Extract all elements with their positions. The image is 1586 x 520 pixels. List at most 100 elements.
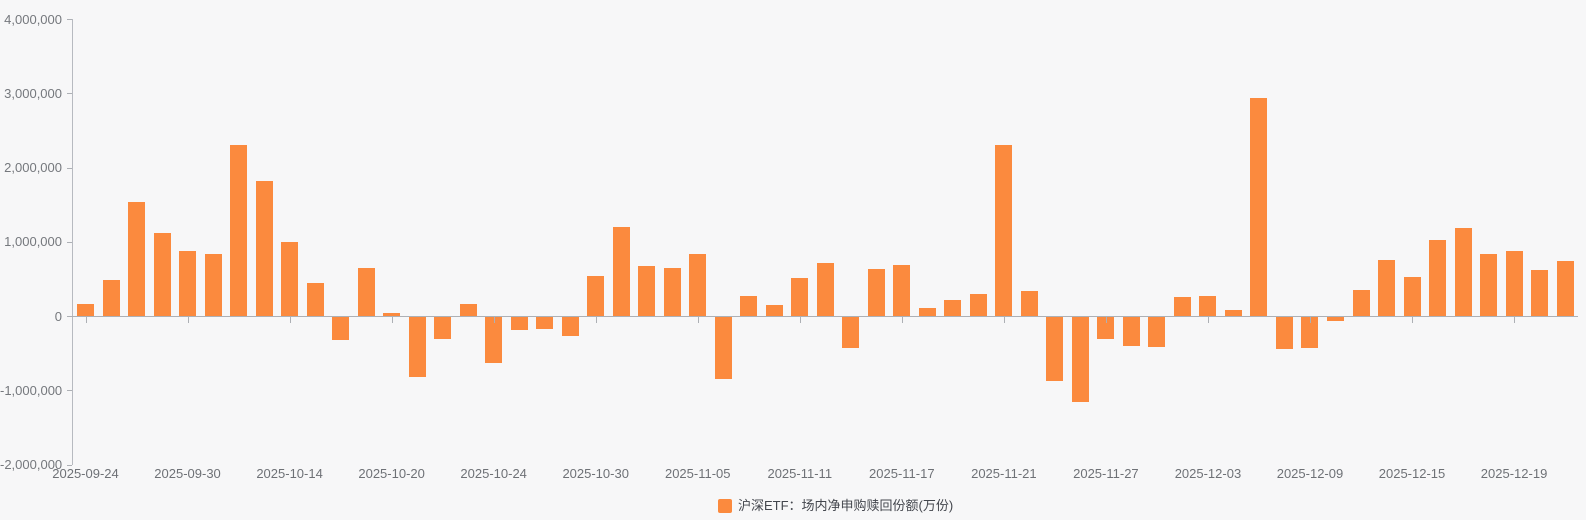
bar-2025-11-04[interactable] bbox=[663, 267, 681, 316]
legend-swatch-icon bbox=[718, 499, 732, 513]
bar-2025-12-15[interactable] bbox=[1403, 277, 1421, 316]
bar-2025-11-14[interactable] bbox=[867, 269, 885, 316]
bar-2025-10-21[interactable] bbox=[408, 317, 426, 378]
bar-2025-12-04[interactable] bbox=[1224, 310, 1242, 316]
y-axis-tick bbox=[67, 241, 72, 243]
x-axis-label: 2025-10-20 bbox=[358, 466, 425, 481]
x-axis-label: 2025-12-03 bbox=[1174, 466, 1242, 481]
bar-2025-09-25[interactable] bbox=[102, 280, 120, 316]
bar-2025-11-10[interactable] bbox=[765, 304, 783, 316]
bar-2025-12-23[interactable] bbox=[1556, 261, 1574, 316]
bar-2025-12-02[interactable] bbox=[1173, 297, 1191, 316]
x-axis-label: 2025-11-27 bbox=[1073, 466, 1139, 481]
x-axis-tick bbox=[85, 317, 87, 323]
bar-2025-11-19[interactable] bbox=[944, 300, 962, 316]
bar-2025-12-22[interactable] bbox=[1531, 269, 1549, 316]
x-axis-label: 2025-11-21 bbox=[971, 466, 1037, 481]
y-axis-label: -2,000,000 bbox=[0, 457, 63, 472]
bar-2025-11-11[interactable] bbox=[791, 277, 809, 316]
x-axis-tick bbox=[799, 317, 801, 323]
y-axis-tick bbox=[67, 316, 72, 317]
y-axis-line bbox=[72, 19, 73, 465]
x-axis-label: 2025-10-14 bbox=[256, 466, 323, 481]
bar-2025-10-14[interactable] bbox=[281, 242, 299, 316]
x-axis-label: 2025-12-09 bbox=[1276, 466, 1344, 481]
bar-2025-10-20[interactable] bbox=[383, 312, 401, 316]
bar-2025-12-19[interactable] bbox=[1505, 251, 1523, 316]
x-axis-tick bbox=[391, 317, 393, 323]
x-axis-tick bbox=[289, 317, 291, 323]
bar-2025-10-16[interactable] bbox=[332, 317, 350, 341]
x-axis-tick bbox=[1309, 317, 1311, 323]
x-axis-tick bbox=[1003, 317, 1005, 323]
bar-2025-11-21[interactable] bbox=[995, 145, 1013, 316]
bar-2025-12-05[interactable] bbox=[1250, 98, 1268, 316]
x-axis-label: 2025-12-19 bbox=[1480, 466, 1548, 481]
bar-2025-11-24[interactable] bbox=[1020, 290, 1038, 316]
y-axis-label: 1,000,000 bbox=[4, 234, 62, 250]
y-axis-tick bbox=[67, 390, 72, 392]
x-axis-tick bbox=[187, 317, 189, 323]
y-axis-label: 4,000,000 bbox=[4, 11, 62, 27]
x-axis-label: 2025-09-30 bbox=[154, 466, 221, 481]
x-axis-tick bbox=[1207, 317, 1209, 323]
legend-item[interactable]: 沪深ETF：场内净申购赎回份额(万份) bbox=[718, 498, 953, 514]
bar-2025-10-09[interactable] bbox=[204, 254, 222, 316]
x-axis-label: 2025-11-05 bbox=[664, 466, 731, 481]
bar-2025-10-23[interactable] bbox=[459, 304, 477, 316]
bar-2025-12-11[interactable] bbox=[1352, 290, 1370, 316]
bar-2025-10-15[interactable] bbox=[306, 282, 324, 316]
bar-2025-12-03[interactable] bbox=[1199, 295, 1217, 316]
bar-2025-11-20[interactable] bbox=[969, 294, 987, 316]
y-axis-label: -1,000,000 bbox=[0, 382, 63, 398]
x-axis-tick bbox=[697, 317, 699, 323]
bar-2025-09-29[interactable] bbox=[153, 232, 171, 316]
bar-2025-10-27[interactable] bbox=[510, 317, 528, 331]
bar-2025-12-16[interactable] bbox=[1429, 239, 1447, 316]
bar-2025-10-30[interactable] bbox=[587, 275, 605, 316]
legend-label: 沪深ETF：场内净申购赎回份额(万份) bbox=[738, 498, 954, 513]
bar-2025-10-29[interactable] bbox=[561, 317, 579, 336]
bar-2025-11-26[interactable] bbox=[1071, 317, 1089, 402]
y-axis-label: 3,000,000 bbox=[4, 85, 62, 101]
x-axis-label: 2025-10-30 bbox=[562, 466, 629, 481]
bar-2025-11-28[interactable] bbox=[1122, 317, 1140, 346]
y-axis-tick bbox=[67, 167, 72, 169]
x-axis-label: 2025-12-15 bbox=[1378, 466, 1446, 481]
bar-2025-10-31[interactable] bbox=[612, 226, 630, 316]
bar-2025-10-13[interactable] bbox=[255, 180, 273, 316]
x-axis-zero-line bbox=[72, 316, 1578, 317]
x-axis-label: 2025-11-17 bbox=[869, 466, 935, 481]
bar-2025-10-10[interactable] bbox=[230, 145, 248, 316]
bar-2025-12-12[interactable] bbox=[1378, 259, 1395, 316]
bar-2025-11-17[interactable] bbox=[893, 264, 911, 316]
bar-2025-11-25[interactable] bbox=[1046, 317, 1064, 381]
bar-2025-11-27[interactable] bbox=[1097, 317, 1115, 340]
bar-2025-10-24[interactable] bbox=[485, 317, 503, 364]
y-axis-label: 0 bbox=[54, 308, 62, 324]
x-axis-label: 2025-11-11 bbox=[767, 466, 833, 481]
bar-2025-09-26[interactable] bbox=[128, 202, 146, 316]
bar-2025-09-24[interactable] bbox=[77, 304, 94, 316]
bar-2025-11-03[interactable] bbox=[638, 265, 656, 316]
bar-2025-12-18[interactable] bbox=[1480, 254, 1498, 316]
bar-2025-11-18[interactable] bbox=[918, 308, 936, 316]
x-axis-tick bbox=[1514, 317, 1516, 323]
x-axis-label: 2025-09-24 bbox=[52, 466, 119, 481]
bar-2025-12-01[interactable] bbox=[1148, 317, 1166, 348]
bar-2025-12-10[interactable] bbox=[1326, 317, 1344, 322]
y-axis-tick bbox=[67, 19, 72, 20]
bar-2025-10-22[interactable] bbox=[434, 317, 452, 339]
bar-2025-10-17[interactable] bbox=[357, 267, 375, 316]
bar-2025-11-07[interactable] bbox=[740, 295, 758, 316]
bar-2025-12-09[interactable] bbox=[1301, 317, 1319, 349]
bar-2025-11-12[interactable] bbox=[816, 262, 834, 316]
bar-2025-11-05[interactable] bbox=[689, 253, 707, 316]
bar-2025-12-08[interactable] bbox=[1275, 317, 1293, 349]
bar-2025-09-30[interactable] bbox=[179, 250, 197, 316]
bar-2025-12-17[interactable] bbox=[1454, 227, 1472, 316]
bar-2025-10-28[interactable] bbox=[536, 317, 554, 329]
x-axis-tick bbox=[493, 317, 495, 323]
bar-2025-11-13[interactable] bbox=[842, 317, 860, 349]
bar-2025-11-06[interactable] bbox=[714, 317, 732, 379]
